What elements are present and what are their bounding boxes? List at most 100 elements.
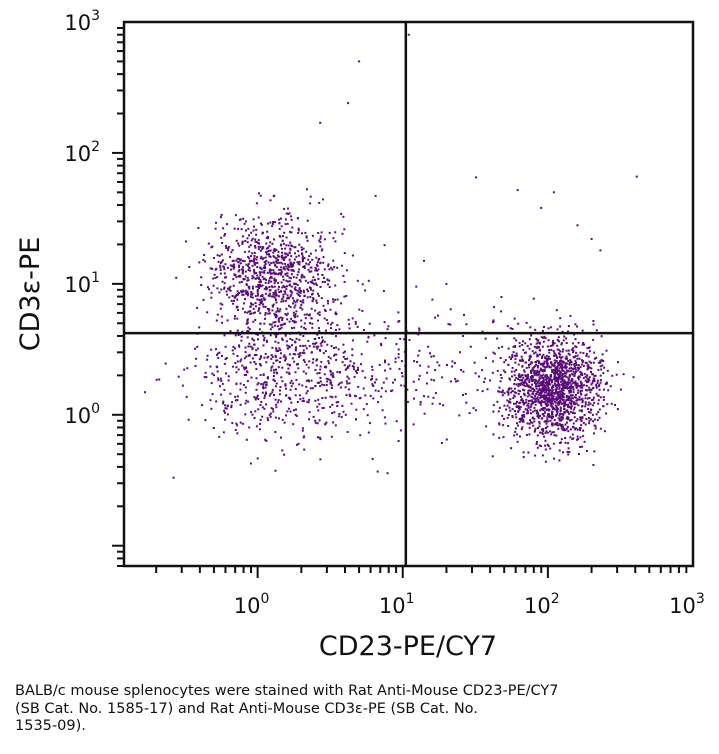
data-point	[563, 402, 566, 405]
data-point	[511, 353, 514, 356]
data-point	[302, 291, 305, 294]
data-point	[250, 411, 252, 414]
data-point	[243, 366, 246, 369]
y-tick-exponent: 3	[91, 8, 100, 24]
data-point	[503, 392, 506, 395]
data-point	[239, 259, 242, 262]
data-point	[503, 417, 505, 420]
data-point	[329, 308, 332, 311]
data-point	[280, 352, 282, 355]
data-point	[320, 360, 323, 363]
data-point	[258, 277, 261, 280]
data-point	[592, 398, 595, 401]
data-point	[589, 402, 592, 405]
data-point	[258, 308, 260, 311]
data-point	[227, 246, 230, 248]
data-point	[576, 418, 579, 421]
data-point	[510, 447, 513, 450]
data-point	[195, 357, 198, 360]
data-point	[386, 472, 389, 475]
data-point	[269, 221, 272, 224]
data-point	[290, 285, 293, 288]
data-point	[264, 261, 267, 263]
data-point	[283, 258, 286, 261]
data-point	[585, 388, 588, 391]
data-point	[540, 395, 542, 397]
data-point	[530, 372, 533, 374]
data-point	[260, 401, 263, 403]
data-point	[342, 410, 345, 413]
data-point	[593, 418, 596, 421]
data-point	[542, 409, 545, 412]
data-point	[208, 288, 210, 291]
data-point	[274, 354, 277, 357]
data-point	[289, 248, 292, 251]
data-point	[296, 289, 299, 292]
data-point	[569, 381, 572, 384]
data-point	[539, 409, 542, 412]
x-tick-label: 101	[379, 591, 415, 618]
data-point	[564, 423, 567, 426]
data-point	[517, 363, 520, 366]
data-point	[547, 376, 550, 379]
data-point	[502, 424, 505, 427]
data-point	[233, 227, 236, 230]
data-point	[541, 387, 544, 390]
data-point	[540, 403, 543, 406]
data-point	[262, 231, 264, 234]
data-point	[259, 301, 262, 304]
data-point	[218, 351, 221, 354]
data-point	[540, 388, 543, 391]
data-point	[235, 306, 238, 309]
data-point	[309, 202, 312, 205]
data-point	[300, 290, 302, 292]
data-point	[295, 255, 298, 258]
data-point	[318, 239, 321, 242]
data-point	[287, 207, 289, 210]
data-point	[568, 363, 571, 366]
data-point	[243, 368, 246, 371]
data-point	[291, 339, 294, 341]
data-point	[501, 345, 504, 348]
data-point	[509, 409, 512, 412]
data-point	[520, 355, 523, 358]
data-point	[534, 372, 537, 375]
data-point	[319, 235, 322, 238]
data-point	[584, 394, 587, 397]
data-point	[552, 364, 555, 367]
data-point	[356, 325, 359, 328]
data-point	[230, 299, 233, 302]
data-point	[527, 384, 530, 387]
data-point	[273, 282, 276, 285]
data-point	[551, 368, 553, 371]
data-point	[322, 304, 325, 307]
data-point	[528, 433, 531, 436]
data-point	[547, 339, 550, 342]
data-point	[252, 320, 255, 323]
data-point	[518, 376, 521, 379]
data-point	[412, 423, 415, 426]
data-point	[267, 261, 270, 264]
data-point	[497, 347, 500, 350]
data-point	[567, 359, 570, 362]
data-point	[528, 347, 531, 350]
data-point	[533, 390, 536, 392]
data-point	[544, 427, 547, 429]
data-point	[268, 277, 271, 280]
data-point	[257, 382, 260, 385]
data-point	[348, 393, 351, 396]
data-point	[275, 259, 278, 262]
data-point	[565, 381, 568, 384]
data-point	[245, 399, 248, 402]
data-point	[250, 303, 253, 306]
data-point	[295, 346, 297, 349]
data-point	[547, 414, 549, 417]
data-point	[249, 312, 252, 315]
data-point	[521, 383, 524, 386]
data-point	[544, 385, 547, 387]
data-point	[314, 266, 317, 269]
data-point	[552, 415, 554, 418]
data-point	[220, 213, 223, 216]
data-point	[335, 401, 338, 404]
data-point	[552, 339, 554, 342]
